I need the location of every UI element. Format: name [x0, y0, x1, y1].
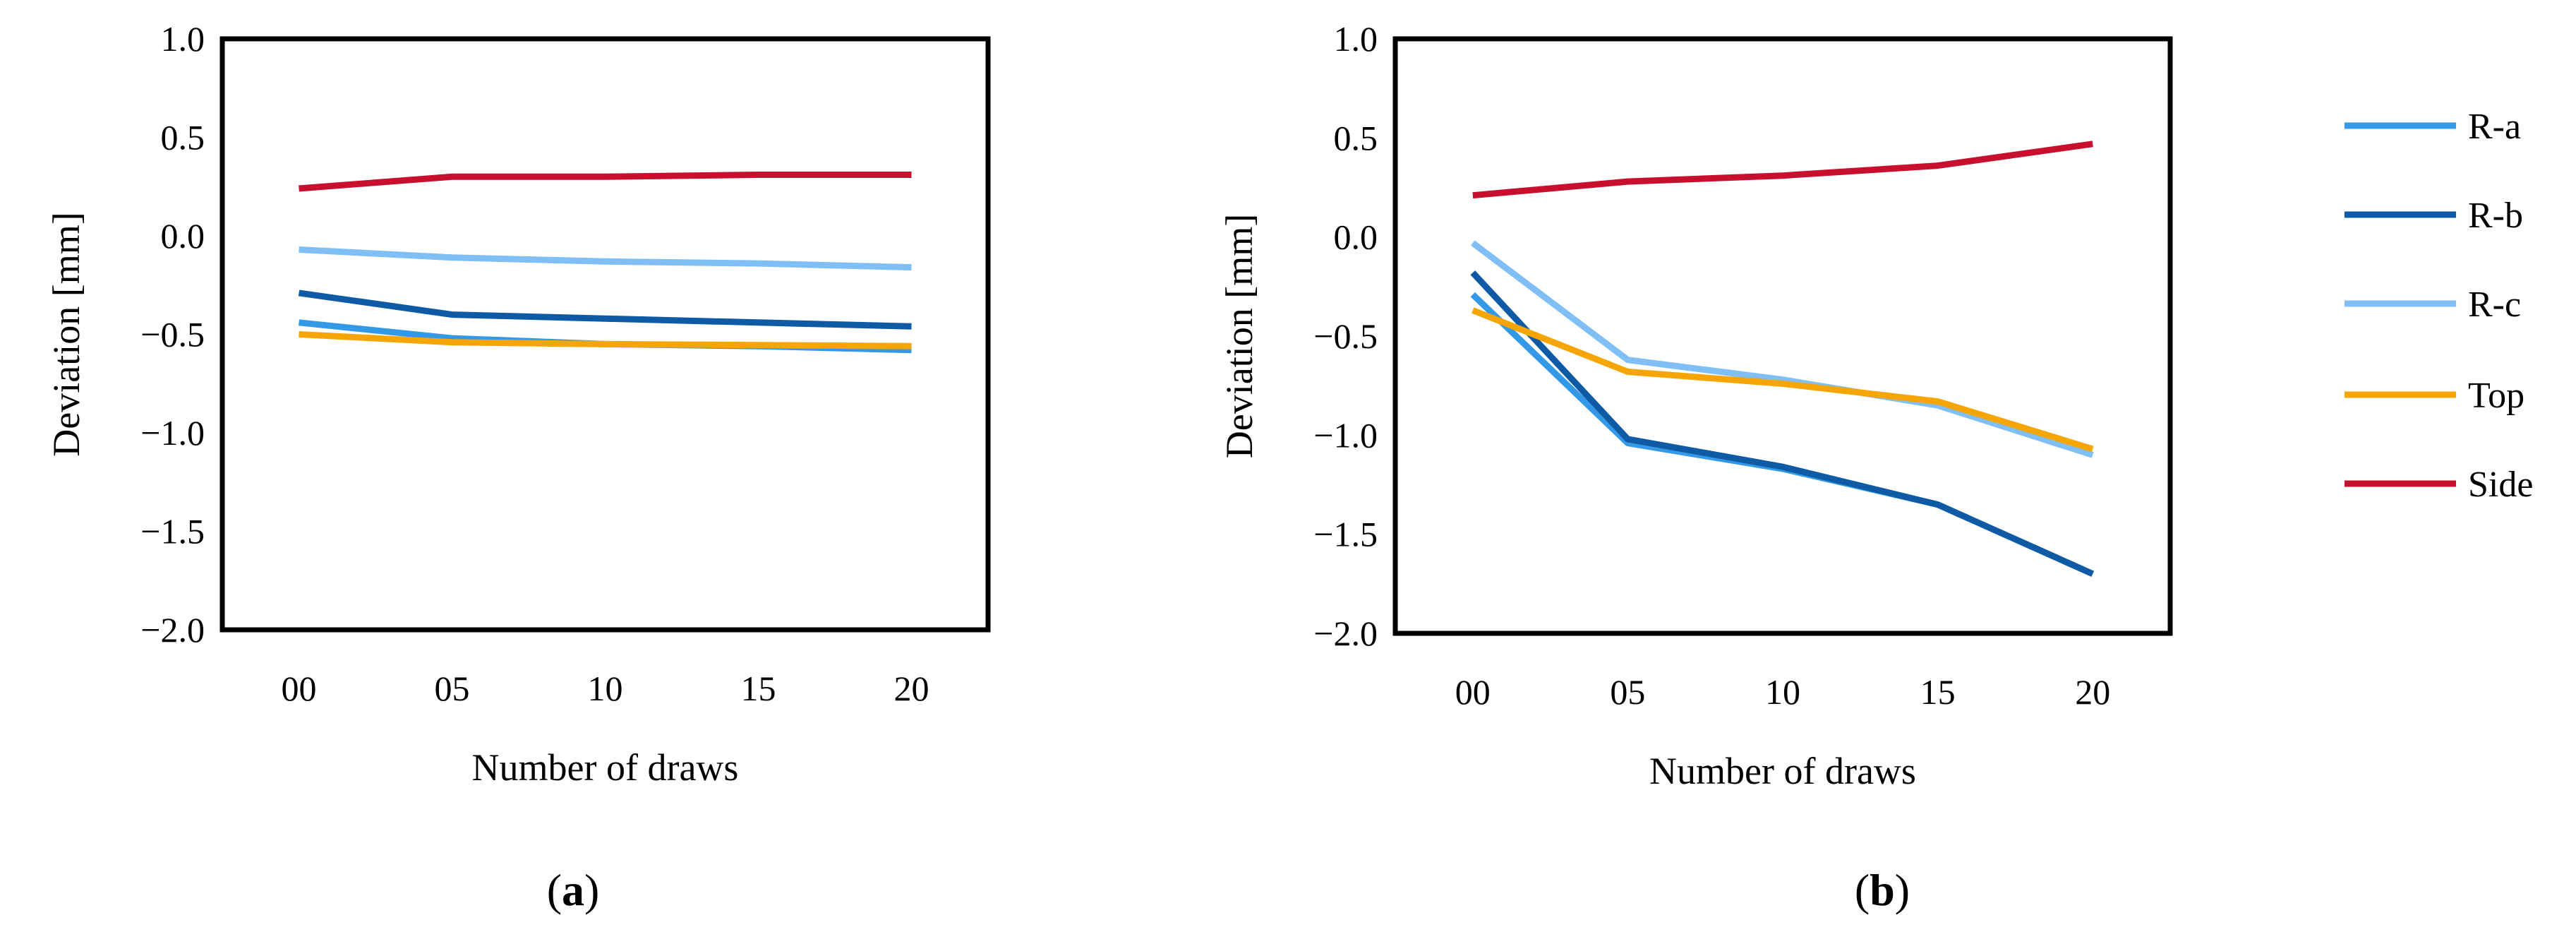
x-tick-label: 00 — [1455, 672, 1491, 712]
x-tick-label: 15 — [741, 669, 776, 708]
y-tick-label: −2.0 — [1313, 614, 1378, 653]
legend-label: R-b — [2468, 196, 2523, 236]
series-line-top — [299, 331, 912, 349]
y-tick-label: 0.0 — [161, 216, 205, 256]
legend-item-r-b: R-b — [2345, 196, 2523, 236]
x-tick-label: 00 — [282, 669, 317, 708]
x-tick-label: 10 — [588, 669, 623, 708]
legend-label: Top — [2468, 376, 2524, 416]
legend-label: Side — [2468, 465, 2533, 505]
legend-item-r-a: R-a — [2345, 107, 2521, 147]
y-axis-label: Deviation [mm] — [1218, 214, 1260, 458]
legend-item-top: Top — [2345, 376, 2524, 416]
panel-caption: (a) — [547, 865, 600, 915]
x-tick-label: 20 — [2075, 672, 2110, 712]
y-tick-label: −1.5 — [140, 512, 205, 551]
y-tick-label: −1.0 — [140, 413, 205, 453]
plot-area-frame — [1392, 36, 2173, 636]
x-axis-label: Number of draws — [472, 746, 739, 789]
x-tick-label: 05 — [435, 669, 470, 708]
y-tick-label: 1.0 — [1334, 19, 1378, 59]
x-tick-label: 10 — [1765, 672, 1800, 712]
legend-item-r-c: R-c — [2345, 285, 2521, 325]
plot-area-frame — [219, 36, 991, 633]
y-tick-label: 1.0 — [161, 19, 205, 59]
panel-caption: (b) — [1855, 865, 1910, 915]
x-tick-label: 20 — [894, 669, 929, 708]
series-line-r-b — [298, 289, 912, 330]
y-tick-label: −2.0 — [140, 610, 205, 650]
legend-label: R-c — [2468, 285, 2521, 325]
y-tick-label: −0.5 — [140, 315, 205, 354]
series-line-r-b — [1470, 270, 2095, 577]
series-line-r-c — [299, 246, 912, 271]
y-tick-label: 0.5 — [1334, 118, 1378, 157]
x-tick-label: 15 — [1920, 672, 1956, 712]
y-tick-label: 0.5 — [161, 118, 205, 157]
x-axis-label: Number of draws — [1649, 750, 1916, 792]
y-tick-label: −1.0 — [1313, 415, 1378, 455]
series-line-side — [299, 172, 912, 192]
legend: R-a R-b R-c Top Side — [2345, 107, 2533, 505]
y-tick-label: −0.5 — [1313, 316, 1378, 356]
chart-panel-a: 1.0 0.5 0.0 −0.5 −1.0 −1.5 −2.0 00 05 10 15 20 Numbe… — [45, 19, 991, 915]
series-line-top — [1471, 307, 2094, 453]
chart-panel-b: 1.0 0.5 0.0 −0.5 −1.0 −1.5 −2.0 00 05 10 15 20 Numbe… — [1218, 19, 2173, 915]
y-tick-label: −1.5 — [1313, 515, 1378, 554]
series-line-side — [1472, 141, 2093, 199]
y-axis-label: Deviation [mm] — [45, 212, 88, 456]
series-line-r-c — [1471, 240, 2094, 458]
legend-item-side: Side — [2345, 465, 2533, 505]
x-tick-label: 05 — [1610, 672, 1645, 712]
y-tick-label: 0.0 — [1334, 217, 1378, 257]
legend-label: R-a — [2468, 107, 2521, 147]
